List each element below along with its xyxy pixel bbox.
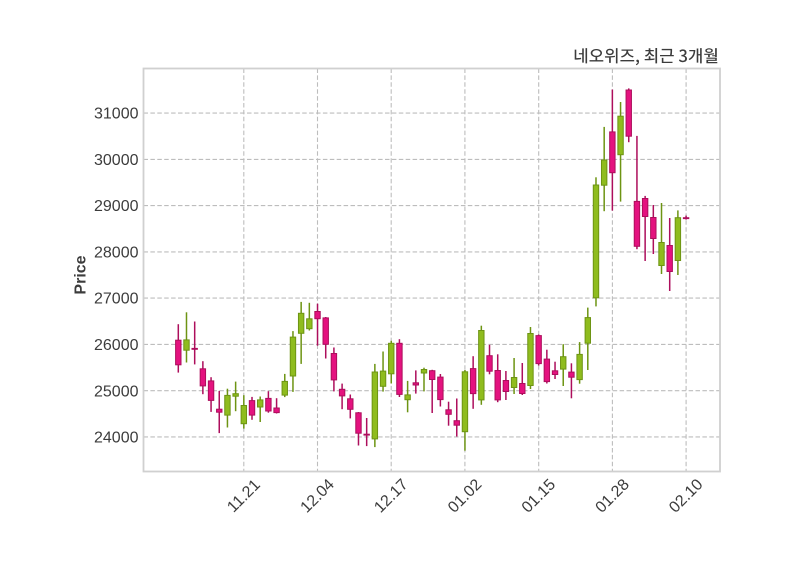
svg-text:Price: Price <box>73 255 90 294</box>
svg-text:31000: 31000 <box>94 106 139 123</box>
svg-text:25000: 25000 <box>94 383 139 400</box>
svg-text:30000: 30000 <box>94 152 139 169</box>
svg-text:26000: 26000 <box>94 337 139 354</box>
svg-text:24000: 24000 <box>94 430 139 447</box>
svg-text:27000: 27000 <box>94 291 139 308</box>
svg-text:29000: 29000 <box>94 198 139 215</box>
svg-text:28000: 28000 <box>94 245 139 262</box>
